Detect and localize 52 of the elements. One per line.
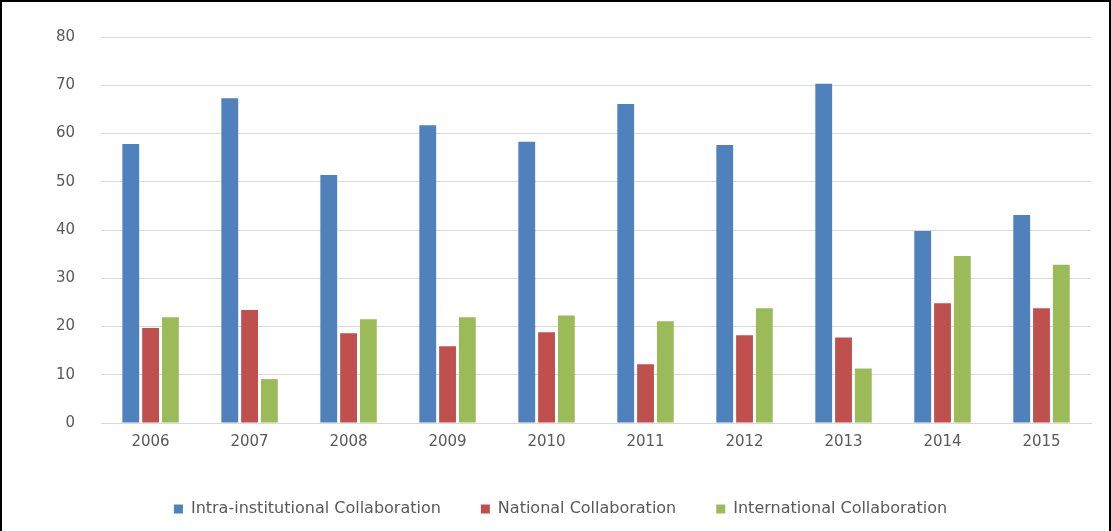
x-tick-label: 2008 — [329, 431, 368, 450]
x-tick-label: 2006 — [131, 431, 170, 450]
x-tick-label: 2012 — [725, 431, 764, 450]
x-tick-label: 2007 — [230, 431, 269, 450]
bar — [934, 303, 951, 423]
bar — [518, 141, 536, 423]
bar — [815, 83, 833, 423]
bar — [953, 256, 971, 423]
bar — [241, 310, 258, 423]
y-tick-label: 80 — [55, 26, 76, 45]
bar — [617, 104, 635, 423]
y-tick-label: 20 — [55, 316, 76, 335]
legend-label: International Collaboration — [733, 498, 948, 518]
bar — [122, 144, 140, 423]
bar — [419, 125, 437, 423]
y-tick-label: 0 — [65, 412, 76, 431]
y-tick-label: 50 — [55, 171, 76, 190]
bar — [716, 145, 734, 423]
x-tick-label: 2011 — [626, 431, 665, 450]
bar — [320, 175, 338, 423]
x-tick-label: 2014 — [923, 431, 962, 450]
y-tick-label: 60 — [55, 123, 76, 142]
bar — [914, 230, 932, 423]
bar — [557, 315, 575, 423]
bar — [835, 337, 852, 423]
bar — [755, 308, 773, 423]
bar — [538, 332, 555, 423]
y-tick-label: 70 — [55, 75, 76, 94]
x-tick-label: 2015 — [1022, 431, 1061, 450]
legend-label: National Collaboration — [497, 498, 677, 518]
bar — [359, 319, 377, 423]
bar — [161, 317, 179, 423]
bar — [854, 368, 872, 423]
bar — [736, 335, 753, 423]
bar — [637, 364, 654, 423]
x-tick-label: 2009 — [428, 431, 467, 450]
bar — [458, 317, 476, 423]
bar — [656, 321, 674, 423]
bar — [340, 333, 357, 423]
bar — [221, 98, 239, 423]
x-tick-label: 2013 — [824, 431, 863, 450]
bar — [1013, 215, 1031, 423]
bar — [260, 379, 278, 423]
bar — [1033, 308, 1050, 423]
legend-label: Intra-institutional Collaboration — [190, 498, 441, 518]
y-tick-label: 40 — [55, 219, 76, 238]
y-tick-label: 10 — [55, 364, 76, 383]
y-tick-label: 30 — [55, 268, 76, 287]
x-tick-label: 2010 — [527, 431, 566, 450]
bar — [439, 346, 456, 423]
bar — [1052, 264, 1070, 423]
bar — [142, 327, 159, 423]
